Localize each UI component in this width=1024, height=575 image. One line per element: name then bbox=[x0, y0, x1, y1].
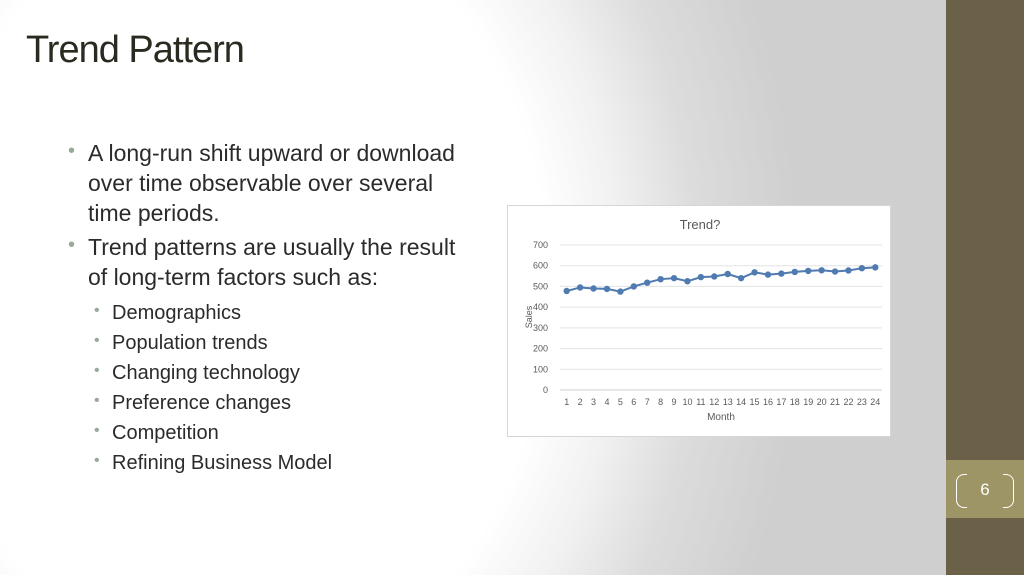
y-tick-label: 200 bbox=[533, 344, 548, 354]
chart-title: Trend? bbox=[680, 217, 721, 232]
sub-bullet-text: Population trends bbox=[112, 332, 268, 354]
sub-bullet-text: Preference changes bbox=[112, 392, 292, 414]
bullet-list: • A long-run shift upward or download ov… bbox=[68, 138, 468, 482]
bullet-dot-icon: • bbox=[94, 362, 100, 379]
sub-bullet-item: • Refining Business Model bbox=[88, 448, 468, 478]
x-tick-label: 14 bbox=[736, 397, 746, 407]
x-tick-label: 2 bbox=[578, 397, 583, 407]
data-point bbox=[818, 267, 825, 274]
bullet-dot-icon: • bbox=[94, 452, 100, 469]
data-point bbox=[657, 275, 664, 283]
x-tick-label: 7 bbox=[645, 397, 650, 407]
y-tick-label: 500 bbox=[533, 281, 548, 291]
x-tick-label: 15 bbox=[750, 397, 760, 407]
y-tick-label: 600 bbox=[533, 261, 548, 271]
x-tick-label: 18 bbox=[790, 397, 800, 407]
bullet-dot-icon: • bbox=[94, 302, 100, 319]
data-point bbox=[711, 273, 718, 280]
x-tick-label: 24 bbox=[870, 397, 880, 407]
data-point bbox=[831, 268, 839, 275]
bullet-dot-icon: • bbox=[68, 234, 76, 256]
bullet-dot-icon: • bbox=[94, 392, 100, 409]
x-tick-label: 21 bbox=[830, 397, 840, 407]
x-tick-label: 12 bbox=[709, 397, 719, 407]
bullet-text: Trend patterns are usually the result of… bbox=[88, 234, 456, 290]
x-tick-label: 17 bbox=[776, 397, 786, 407]
x-tick-label: 4 bbox=[604, 397, 609, 407]
x-tick-label: 20 bbox=[817, 397, 827, 407]
data-point bbox=[697, 273, 705, 281]
data-point bbox=[563, 287, 570, 295]
data-point bbox=[858, 265, 866, 272]
trend-chart: Trend? Sales Month 0 100 200 300 400 500 600 70… bbox=[507, 205, 891, 437]
sub-bullet-text: Demographics bbox=[112, 302, 241, 324]
data-point bbox=[778, 270, 785, 277]
series-line bbox=[566, 266, 876, 293]
bullet-item: • A long-run shift upward or download ov… bbox=[68, 138, 468, 228]
x-tick-label: 16 bbox=[763, 397, 773, 407]
bullet-dot-icon: • bbox=[94, 332, 100, 349]
chart-svg: Trend? Sales Month 0 100 200 300 400 500 600 70… bbox=[524, 217, 882, 423]
bullet-text: A long-run shift upward or download over… bbox=[88, 140, 455, 226]
x-tick-label: 9 bbox=[672, 397, 677, 407]
sub-bullet-list: • Demographics • Population trends • Changi… bbox=[88, 298, 468, 478]
page-bracket-left bbox=[956, 474, 967, 508]
y-axis-label: Sales bbox=[524, 305, 534, 328]
data-point bbox=[872, 264, 879, 271]
x-tick-label: 13 bbox=[723, 397, 733, 407]
y-tick-label: 100 bbox=[533, 364, 548, 374]
data-point bbox=[724, 270, 731, 278]
bullet-item: • Trend patterns are usually the result … bbox=[68, 232, 468, 478]
page-bracket-right bbox=[1003, 474, 1014, 508]
x-tick-label: 22 bbox=[843, 397, 853, 407]
data-point bbox=[590, 285, 597, 292]
data-point bbox=[764, 271, 772, 278]
page-number: 6 bbox=[980, 480, 990, 499]
sub-bullet-item: • Competition bbox=[88, 418, 468, 448]
data-point bbox=[630, 283, 637, 290]
data-point bbox=[576, 284, 584, 291]
x-tick-label: 23 bbox=[857, 397, 867, 407]
data-point bbox=[603, 285, 611, 293]
data-point bbox=[791, 268, 798, 276]
sub-bullet-item: • Preference changes bbox=[88, 388, 468, 418]
x-tick-label: 11 bbox=[696, 397, 705, 407]
sub-bullet-text: Refining Business Model bbox=[112, 452, 333, 474]
bullet-dot-icon: • bbox=[94, 422, 100, 439]
x-tick-label: 3 bbox=[591, 397, 596, 407]
y-tick-label: 300 bbox=[533, 323, 548, 333]
slide-title: Trend Pattern bbox=[26, 29, 245, 71]
sub-bullet-item: • Population trends bbox=[88, 328, 468, 358]
data-point bbox=[684, 278, 691, 285]
x-tick-label: 10 bbox=[682, 397, 692, 407]
y-tick-label: 400 bbox=[533, 302, 548, 312]
y-tick-label: 0 bbox=[543, 385, 548, 395]
data-point bbox=[805, 267, 812, 275]
data-point bbox=[845, 267, 852, 274]
sub-bullet-text: Changing technology bbox=[112, 362, 300, 384]
x-tick-label: 6 bbox=[631, 397, 636, 407]
sub-bullet-text: Competition bbox=[112, 422, 219, 444]
sub-bullet-item: • Demographics bbox=[88, 298, 468, 328]
page-number-box bbox=[946, 460, 1024, 518]
data-point bbox=[617, 288, 624, 295]
data-point bbox=[751, 269, 758, 276]
x-tick-label: 19 bbox=[803, 397, 813, 407]
sub-bullet-item: • Changing technology bbox=[88, 358, 468, 388]
data-point bbox=[644, 279, 651, 286]
data-point bbox=[737, 274, 745, 282]
data-point bbox=[670, 274, 678, 282]
x-tick-label: 1 bbox=[564, 397, 569, 407]
x-tick-label: 5 bbox=[618, 397, 623, 407]
y-tick-label: 700 bbox=[533, 240, 548, 250]
bullet-dot-icon: • bbox=[68, 140, 76, 162]
x-axis-label: Month bbox=[707, 412, 735, 423]
x-tick-label: 8 bbox=[658, 397, 663, 407]
